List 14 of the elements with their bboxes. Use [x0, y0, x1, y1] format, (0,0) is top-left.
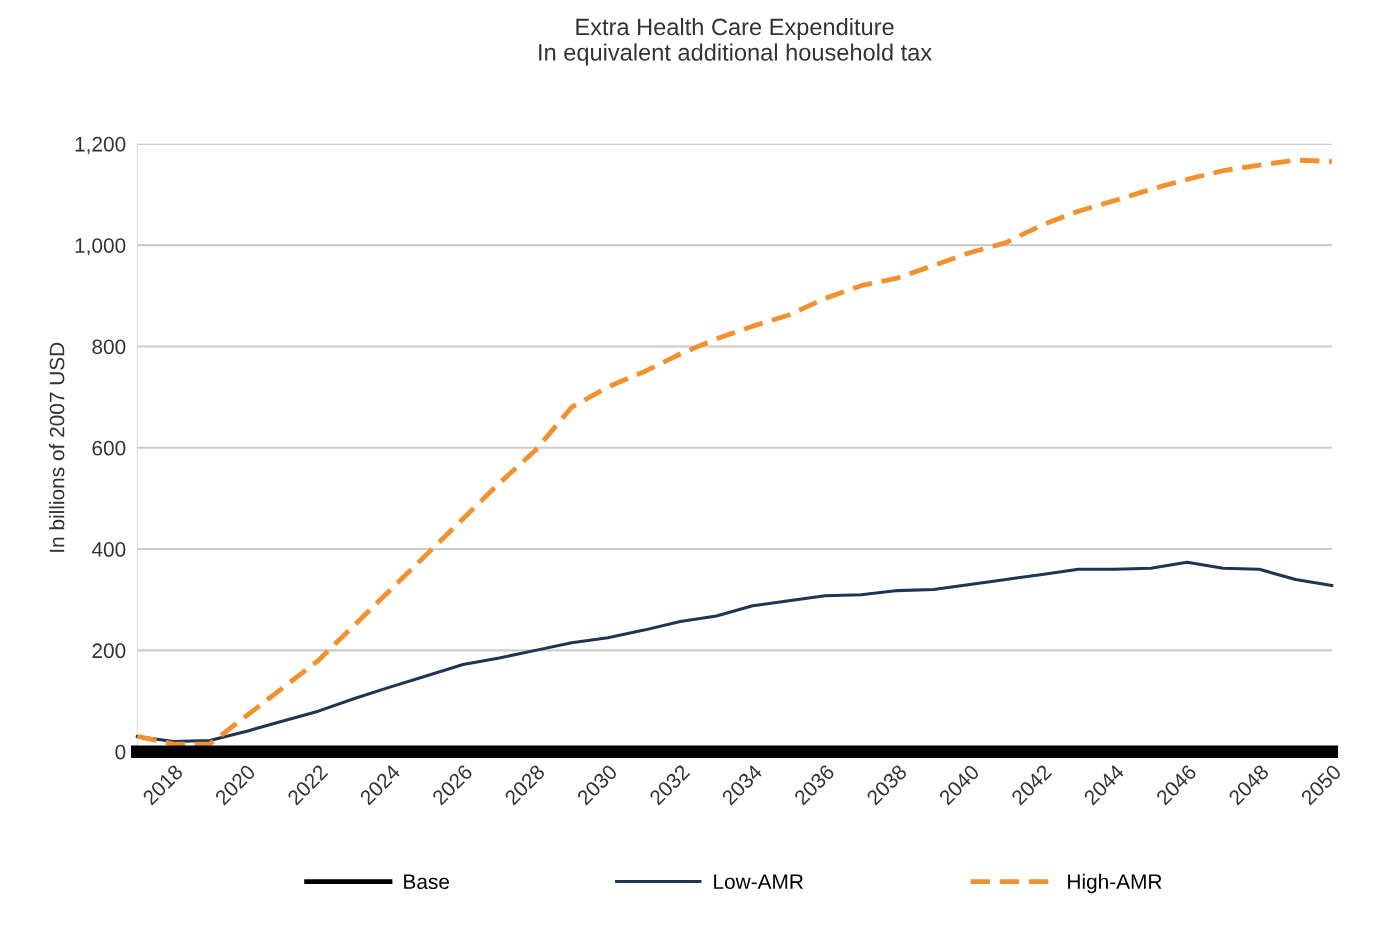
legend-label: Base: [404, 874, 450, 890]
y-axis-title: In billions of 2007 USD: [49, 342, 65, 552]
line-series: [134, 157, 1335, 747]
y-tick-label: 400: [91, 542, 126, 557]
y-tick-label: 1,000: [75, 238, 126, 256]
y-tick-label: 600: [92, 440, 126, 456]
chart-title: Extra Health Care Expenditure In equivalent additional household tax: [539, 17, 932, 66]
y-tick-label: 800: [92, 339, 126, 355]
legend-label: Low-AMR: [714, 874, 803, 890]
y-tick-label: 0: [115, 744, 126, 760]
line-series: [135, 560, 1334, 744]
y-tick-label: 200: [92, 643, 126, 659]
y-tick-label: 1,200: [75, 136, 126, 155]
legend-label: High-AMR: [1068, 873, 1162, 894]
